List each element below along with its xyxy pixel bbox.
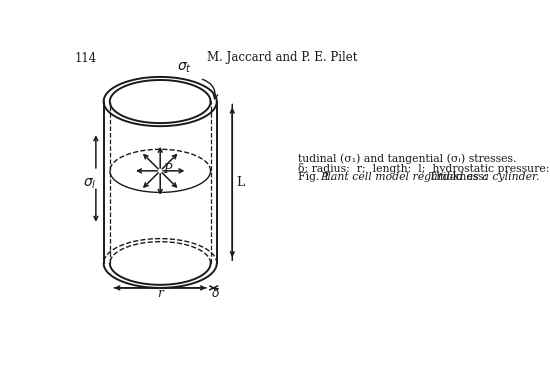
Text: δ; radius:  r;  length:  l;  hydrostatic pressure:  P;  longi-: δ; radius: r; length: l; hydrostatic pre… (298, 163, 550, 174)
Text: L: L (236, 176, 244, 189)
Text: P: P (163, 163, 172, 176)
Text: tudinal (σ₁) and tangential (σₗ) stresses.: tudinal (σ₁) and tangential (σₗ) stresse… (298, 154, 516, 165)
Text: r: r (157, 287, 163, 300)
Text: M. Jaccard and P. E. Pilet: M. Jaccard and P. E. Pilet (207, 51, 357, 65)
Text: $\delta$: $\delta$ (211, 287, 221, 300)
Text: Fig. 1.: Fig. 1. (298, 172, 333, 182)
Text: $\sigma_l$: $\sigma_l$ (84, 176, 97, 191)
Text: $\sigma_t$: $\sigma_t$ (177, 61, 192, 75)
Text: Thickness:: Thickness: (422, 172, 487, 182)
Text: Plant cell model regarded as a cylinder.: Plant cell model regarded as a cylinder. (320, 172, 540, 182)
Text: 114: 114 (75, 51, 97, 65)
